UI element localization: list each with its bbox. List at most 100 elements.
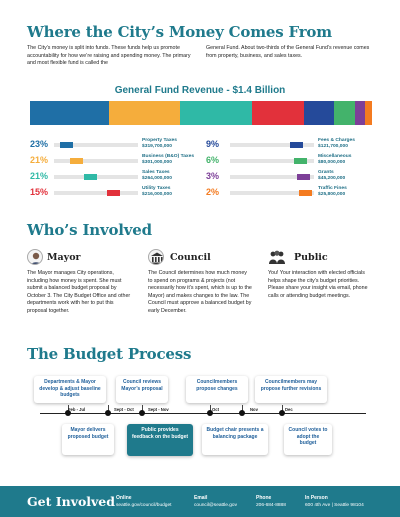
- revenue-percent: 21%: [30, 171, 49, 181]
- footer-inperson-address: 600 4th Ave | Seattle 98104: [305, 503, 364, 508]
- revenue-row: 15% Utility Taxes $216,000,000: [30, 186, 205, 199]
- revenue-stacked-bar: [30, 101, 372, 125]
- timeline-tick: [242, 405, 243, 413]
- mayor-text: The Mayor manages City operations, inclu…: [27, 270, 131, 314]
- revenue-label: Sales Taxes: [142, 170, 170, 175]
- footer-email-heading: Email: [194, 495, 208, 501]
- revenue-percent: 6%: [206, 155, 220, 165]
- footer-title: Get Involved: [27, 494, 115, 509]
- revenue-segment-utility-taxes: [252, 101, 304, 125]
- revenue-marker: [289, 142, 303, 148]
- revenue-track: [230, 158, 314, 164]
- step-baseline-budgets: Departments & Mayor develop & adjust bas…: [34, 376, 106, 403]
- revenue-row: 2% Traffic Fines $25,800,000: [206, 186, 381, 199]
- revenue-row: 21% Business (B&O) Taxes $301,000,000: [30, 154, 205, 167]
- step-public-feedback: Public provides feedback on the budget: [127, 424, 193, 456]
- revenue-amount: $25,800,000: [318, 192, 346, 197]
- revenue-amount: $264,000,000: [142, 176, 172, 181]
- revenue-track: [54, 158, 138, 164]
- step-council-votes: Council votes to adopt the budget: [284, 424, 332, 455]
- footer-online-link[interactable]: seattle.gov/council/budget: [116, 503, 172, 508]
- revenue-amount: $319,700,000: [142, 144, 172, 149]
- revenue-segment-property-taxes: [30, 101, 109, 125]
- revenue-label: Traffic Fines: [318, 186, 347, 191]
- revenue-percent: 3%: [206, 171, 220, 181]
- revenue-marker: [83, 174, 97, 180]
- step-balancing-package: Budget chair presents a balancing packag…: [202, 424, 268, 455]
- mayor-avatar-icon: [27, 249, 43, 265]
- revenue-amount: $45,200,000: [318, 176, 346, 181]
- revenue-segment-business-b-o-taxes: [108, 101, 181, 125]
- step-propose-changes: Councilmembers propose changes: [186, 376, 248, 403]
- revenue-row: 3% Grants $45,200,000: [206, 170, 381, 183]
- timeline-tick: [282, 405, 283, 413]
- revenue-label: Fees & Charges: [318, 138, 355, 143]
- revenue-label: Utility Taxes: [142, 186, 171, 191]
- public-text: You! Your interaction with elected offic…: [268, 270, 368, 299]
- footer-phone-heading: Phone: [256, 495, 272, 501]
- revenue-marker: [293, 158, 307, 164]
- date-sept-oct: Sept - Oct: [114, 407, 134, 412]
- date-feb-jul: Feb - Jul: [68, 407, 86, 412]
- revenue-percent: 9%: [206, 139, 220, 149]
- revenue-marker: [59, 142, 73, 148]
- revenue-row: 21% Sales Taxes $264,000,000: [30, 170, 205, 183]
- revenue-marker: [296, 174, 310, 180]
- timeline-dot: [65, 410, 71, 416]
- revenue-amount: $301,000,000: [142, 160, 172, 165]
- timeline-tick: [108, 405, 109, 413]
- public-people-icon: [268, 250, 286, 269]
- revenue-segment-miscellaneous: [334, 101, 355, 125]
- step-further-revisions: Councilmembers may propose further revis…: [255, 376, 327, 403]
- revenue-marker: [298, 190, 312, 196]
- revenue-percent: 2%: [206, 187, 220, 197]
- revenue-percent: 23%: [30, 139, 49, 149]
- revenue-track: [230, 190, 314, 196]
- timeline-tick: [142, 405, 143, 413]
- revenue-title: General Fund Revenue - $1.4 Billion: [114, 85, 286, 96]
- revenue-segment-traffic-fines: [365, 101, 372, 125]
- process-title: The Budget Process: [27, 345, 192, 363]
- revenue-label: Grants: [318, 170, 334, 175]
- revenue-rows-left: 23% Property Taxes $319,700,000 21% Business…: [30, 138, 205, 203]
- revenue-amount: $216,000,000: [142, 192, 172, 197]
- timeline-dot: [105, 410, 111, 416]
- footer-phone-link[interactable]: 206-684-8888: [256, 503, 286, 508]
- public-heading: Public: [294, 252, 328, 263]
- revenue-label: Property Taxes: [142, 138, 177, 143]
- revenue-label: Business (B&O) Taxes: [142, 154, 195, 159]
- footer-online-heading: Online: [116, 495, 132, 501]
- revenue-percent: 15%: [30, 187, 49, 197]
- revenue-track: [230, 142, 314, 148]
- revenue-amount: $80,000,000: [318, 160, 346, 165]
- council-text: The Council determines how much money to…: [148, 270, 252, 314]
- date-sept-nov: Sept - Nov: [148, 407, 169, 412]
- timeline-dot: [139, 410, 145, 416]
- revenue-marker: [106, 190, 120, 196]
- timeline-dot: [279, 410, 285, 416]
- timeline-dot: [239, 410, 245, 416]
- revenue-rows-right: 9% Fees & Charges $121,700,000 6% Miscellane…: [206, 138, 381, 203]
- intro-left: The City’s money is split into funds. Th…: [27, 45, 191, 67]
- revenue-row: 9% Fees & Charges $121,700,000: [206, 138, 381, 151]
- council-building-icon: [148, 249, 164, 265]
- revenue-track: [230, 174, 314, 180]
- revenue-segment-grants: [354, 101, 366, 125]
- date-dec: Dec: [285, 407, 293, 412]
- revenue-marker: [69, 158, 83, 164]
- revenue-track: [54, 190, 138, 196]
- step-mayor-delivers: Mayor delivers proposed budget: [62, 424, 114, 455]
- revenue-track: [54, 142, 138, 148]
- council-heading: Council: [170, 252, 211, 263]
- timeline-tick: [210, 405, 211, 413]
- timeline-tick: [68, 405, 69, 413]
- date-nov: Nov: [250, 407, 258, 412]
- footer-inperson-heading: In Person: [305, 495, 328, 501]
- revenue-row: 23% Property Taxes $319,700,000: [30, 138, 205, 151]
- date-oct: Oct: [212, 407, 219, 412]
- timeline-dot: [207, 410, 213, 416]
- revenue-label: Miscellaneous: [318, 154, 352, 159]
- footer-email-link[interactable]: council@seattle.gov: [194, 503, 238, 508]
- revenue-percent: 21%: [30, 155, 49, 165]
- revenue-row: 6% Miscellaneous $80,000,000: [206, 154, 381, 167]
